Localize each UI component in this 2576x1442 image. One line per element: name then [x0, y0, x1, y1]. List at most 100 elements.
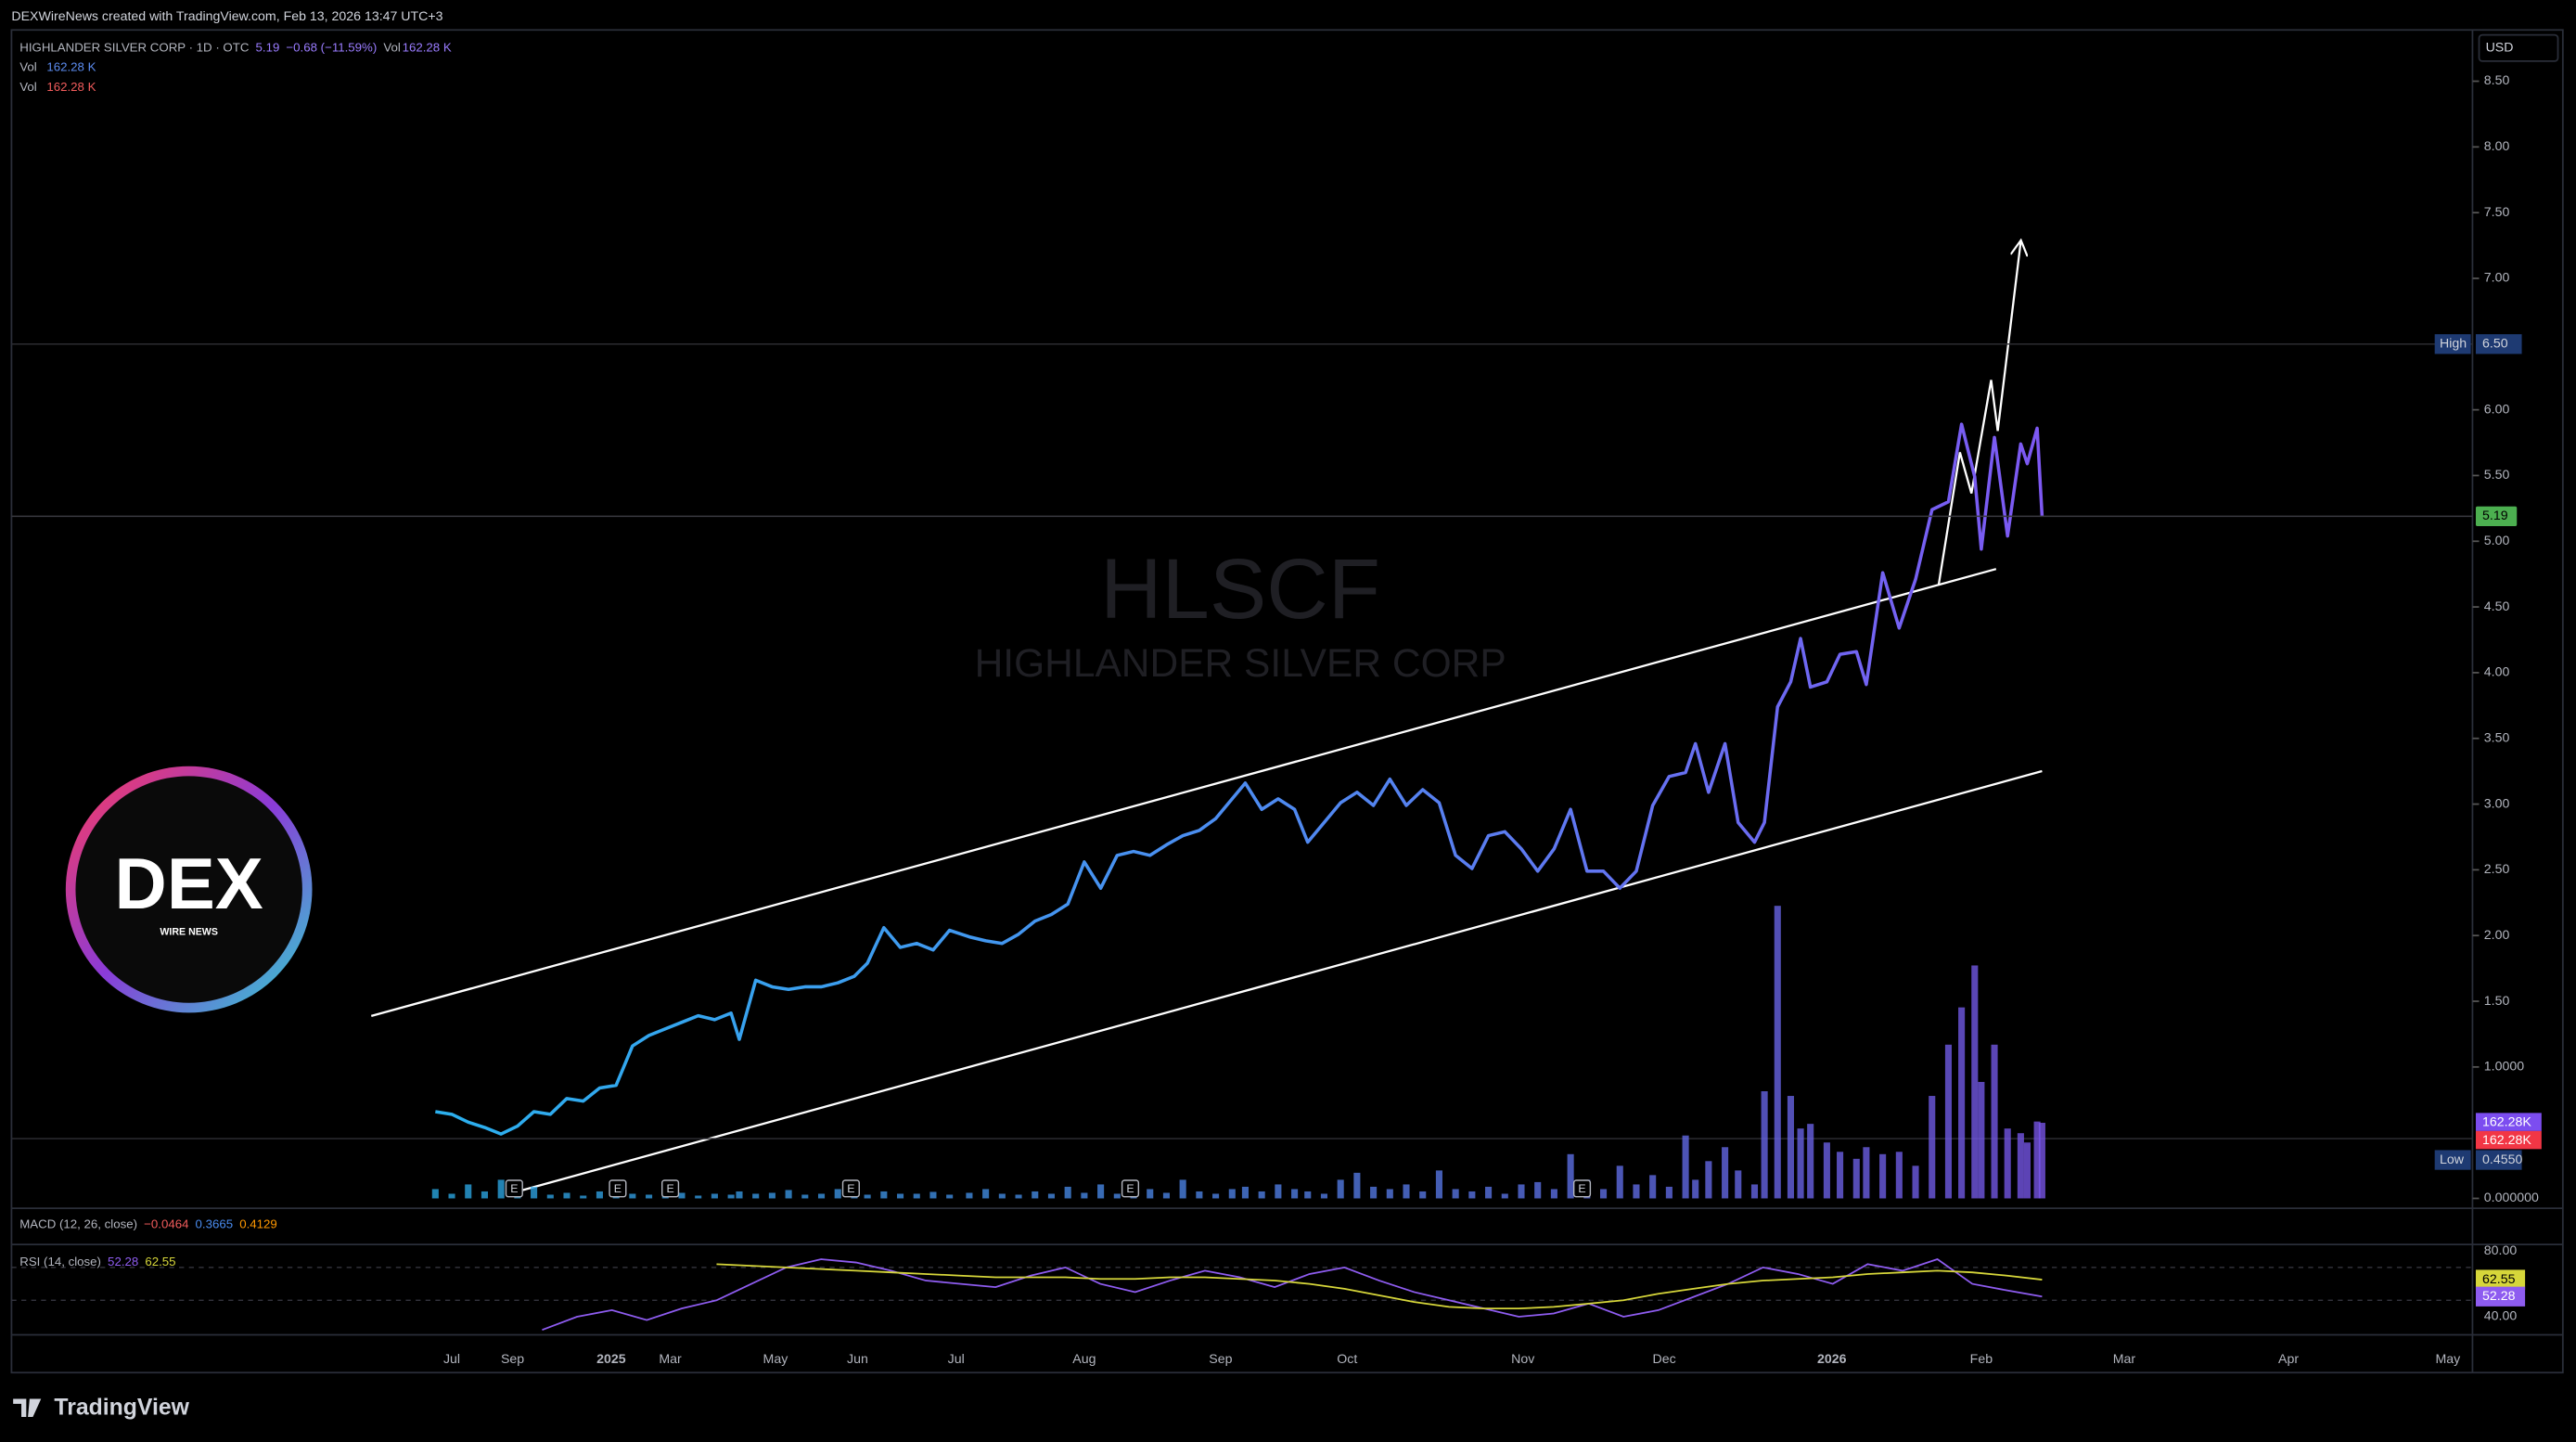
volume-label: 162.28K	[2482, 1133, 2531, 1148]
x-tick-label: Jul	[948, 1352, 965, 1367]
volume-bar	[1879, 1153, 1887, 1199]
y-tick-label: 3.50	[2484, 730, 2510, 745]
credit: DEXWireNews created with TradingView.com…	[11, 9, 442, 24]
x-tick-label: Nov	[1511, 1352, 1535, 1367]
volume-bar	[1179, 1179, 1186, 1199]
volume-bar	[998, 1193, 1006, 1199]
event-label: E	[510, 1182, 518, 1195]
volume-bar	[678, 1192, 686, 1199]
x-tick-label: Dec	[1652, 1352, 1675, 1367]
volume-bar	[1837, 1152, 1844, 1199]
volume-bar	[1895, 1152, 1903, 1199]
x-tick-label: Oct	[1337, 1352, 1357, 1367]
volume-bar	[864, 1194, 871, 1199]
volume-bar	[546, 1194, 554, 1199]
volume-label-box	[2475, 1113, 2542, 1131]
volume-bar	[1774, 906, 1781, 1199]
volume-bar	[1337, 1179, 1344, 1199]
event-label: E	[1126, 1182, 1134, 1195]
volume-bar	[1291, 1189, 1299, 1199]
volume-bar	[1929, 1096, 1936, 1199]
event-label: E	[666, 1182, 673, 1195]
legend-text: 162.28 K	[403, 40, 452, 54]
x-tick-label: Sep	[501, 1352, 524, 1367]
y-tick-label: 0.000000	[2484, 1191, 2539, 1205]
volume-bar	[1501, 1193, 1508, 1199]
y-tick-label: 6.00	[2484, 402, 2510, 417]
volume-bar	[465, 1184, 472, 1199]
volume-bar	[1823, 1142, 1830, 1199]
logo-subtitle: WIRE NEWS	[160, 926, 217, 937]
high-value-box	[2475, 334, 2522, 354]
volume-bar	[431, 1189, 439, 1199]
chart-frame	[10, 29, 2564, 1374]
rsi-line	[542, 1258, 2043, 1332]
volume-bar	[596, 1191, 603, 1199]
volume-bar	[1081, 1192, 1088, 1199]
y-tick-label: 5.00	[2484, 534, 2510, 548]
volume-bar	[481, 1191, 489, 1199]
volume-bar	[1196, 1191, 1203, 1199]
logo-disc	[75, 776, 302, 1003]
y-tick-label: 2.50	[2484, 862, 2510, 877]
volume-bar	[1705, 1161, 1712, 1199]
volume-bar	[580, 1195, 587, 1199]
legend-text: 0.3665	[196, 1217, 234, 1230]
volume-bar	[1550, 1189, 1557, 1199]
volume-bar	[1485, 1186, 1493, 1199]
volume-bar	[1419, 1191, 1427, 1199]
legend-text: RSI (14, close)	[19, 1255, 101, 1268]
x-tick-label: Mar	[2113, 1352, 2136, 1367]
event-label: E	[1578, 1182, 1585, 1195]
legend-text: 162.28 K	[46, 60, 96, 74]
projection-arrow	[1937, 242, 2021, 586]
y-tick-label: 4.00	[2484, 665, 2510, 680]
volume-bar	[1567, 1153, 1574, 1199]
volume-bar	[1649, 1175, 1657, 1199]
volume-bar	[929, 1191, 937, 1199]
x-tick-label: Jul	[443, 1352, 460, 1367]
volume-bar	[1534, 1181, 1542, 1199]
volume-bar	[1304, 1191, 1312, 1199]
y-tick-label: 1.0000	[2484, 1060, 2524, 1075]
x-tick-label: Jun	[847, 1352, 868, 1367]
volume-bar	[1386, 1189, 1393, 1199]
volume-bar	[880, 1191, 888, 1199]
low-name-box	[2434, 1150, 2471, 1170]
volume-bar	[1665, 1186, 1672, 1199]
volume-label: 162.28K	[2482, 1115, 2531, 1130]
volume-bar	[646, 1194, 653, 1199]
watermark-name: HIGHLANDER SILVER CORP	[975, 642, 1506, 686]
legend-text: −0.0464	[144, 1217, 188, 1230]
volume-bar	[1616, 1165, 1623, 1199]
currency-button[interactable]	[2478, 33, 2559, 62]
x-tick-label: Aug	[1072, 1352, 1096, 1367]
volume-bar	[1162, 1192, 1170, 1199]
x-tick-label: Feb	[1970, 1352, 1993, 1367]
last-price-label: 5.19	[2482, 509, 2508, 523]
x-tick-label: 2025	[596, 1352, 626, 1367]
volume-bar	[727, 1194, 735, 1199]
volume-bar	[896, 1193, 904, 1199]
rsi-ma-line	[716, 1263, 2043, 1310]
volume-bar	[531, 1186, 538, 1199]
x-tick-label: 2026	[1817, 1352, 1847, 1367]
trendline	[370, 568, 1997, 1018]
volume-bar	[1991, 1044, 1998, 1199]
volume-bar	[1761, 1091, 1768, 1199]
volume-bar	[2004, 1128, 2011, 1199]
volume-bar	[1692, 1179, 1699, 1199]
currency[interactable]: USD	[2486, 40, 2514, 55]
volume-bar	[1241, 1186, 1249, 1199]
volume-bar	[1097, 1184, 1105, 1199]
volume-bar	[1912, 1165, 1919, 1199]
volume-bar	[966, 1192, 973, 1199]
price-line	[435, 422, 2044, 1136]
legend-text: 0.4129	[239, 1217, 277, 1230]
volume-bar	[2017, 1133, 2024, 1199]
volume-bar	[1047, 1193, 1056, 1199]
volume-bar	[711, 1193, 718, 1199]
y-tick-label: 7.00	[2484, 271, 2510, 286]
volume-bar	[834, 1189, 841, 1199]
